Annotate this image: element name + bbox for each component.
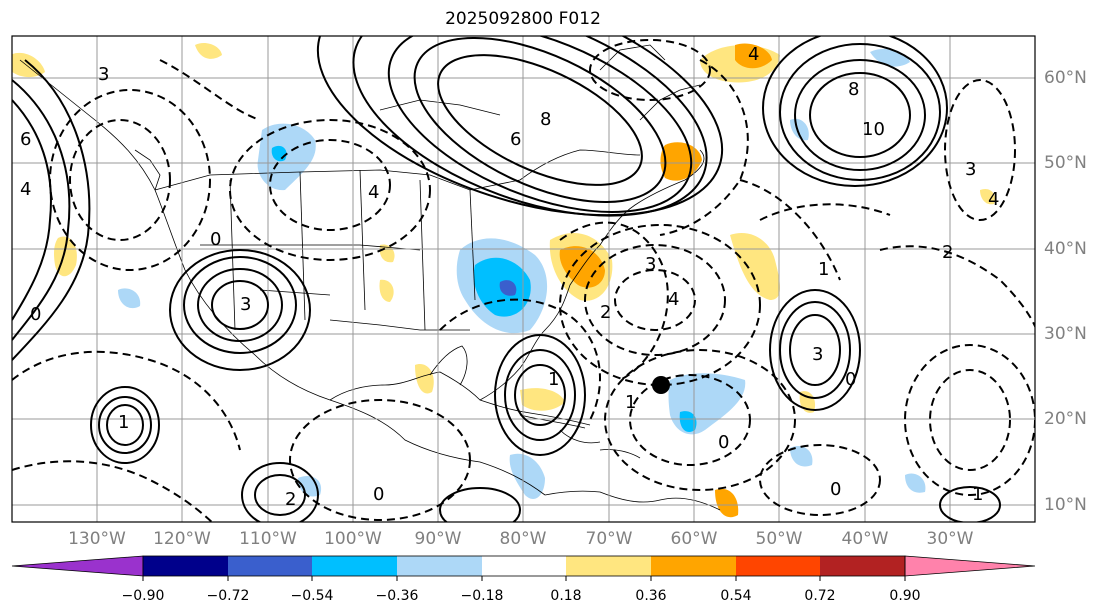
pos-anomaly-patch [520,388,565,411]
contour-label: 1 [548,369,559,390]
contour-label: 0 [845,369,856,390]
colorbar-tick-label: −0.54 [290,588,334,604]
lon-label-30w: 30°W [926,529,974,549]
colorbar-tick-label: −0.18 [460,588,504,604]
contour-labels: 8 6 8 10 3 3 3 4 2 1 0 4 0 4 3 6 2 1 0 0… [20,44,999,510]
colorbar [11,555,1036,581]
neg-anomaly-patch [790,118,809,141]
colorbar-segment [143,556,228,576]
contour-label: 1 [818,259,829,280]
lon-label-110w: 110°W [239,529,297,549]
contour-label: 0 [210,229,221,250]
contour-label: 4 [748,44,759,65]
contour-label: 2 [285,489,296,510]
negative-contours [12,39,1035,522]
pos-anomaly-mid [660,142,702,181]
contour-label: 0 [373,484,384,505]
lon-label-100w: 100°W [324,529,382,549]
contour-label: 3 [240,294,251,315]
lon-label-130w: 130°W [68,529,126,549]
contour-label: 8 [540,109,551,130]
lon-label-90w: 90°W [414,529,462,549]
storm-position-marker [652,376,670,394]
pos-anomaly-mid [735,43,772,69]
colorbar-segment [736,556,820,576]
colorbar-segment [397,556,482,576]
neg-anomaly-patch [905,473,926,493]
contour-label: 4 [20,179,31,200]
contour-label: 3 [645,254,656,275]
positive-contours [12,36,1001,522]
colorbar-extend-max [904,555,1036,577]
colorbar-extend-min [11,555,144,577]
contour-label: 4 [988,189,999,210]
lat-label-20n: 20°N [1044,409,1087,429]
colorbar-segment [651,556,736,576]
pos-anomaly-patch [730,232,780,300]
colorbar-segment [820,556,905,576]
lon-label-60w: 60°W [670,529,718,549]
colorbar-tick-label: 0.18 [550,588,582,604]
lat-label-40n: 40°N [1044,239,1087,259]
colorbar-tick-label: 0.54 [720,588,752,604]
contour-label: 10 [862,119,885,140]
contour-label: 2 [942,242,953,263]
neg-anomaly-patch [118,288,141,309]
colorbar-tick-label: −0.90 [121,588,165,604]
lon-label-50w: 50°W [755,529,803,549]
contour-label: 4 [668,289,679,310]
pos-anomaly-patch [980,188,996,205]
lon-label-40w: 40°W [841,529,889,549]
lon-label-80w: 80°W [499,529,547,549]
pos-anomaly-mid [715,488,739,518]
contour-label: 1 [625,392,636,413]
contour-label: 1 [972,484,983,505]
contour-label: 8 [848,79,859,100]
pos-anomaly-patch [195,43,222,59]
colorbar-segment [566,556,651,576]
contour-label: 3 [812,344,823,365]
colorbar-segment [228,556,312,576]
contour-label: 6 [20,129,31,150]
neg-anomaly-patch [257,123,316,191]
colorbar-outline [142,555,906,577]
pos-anomaly-patch [415,364,434,394]
colorbar-segment [482,556,566,576]
contour-label: 6 [510,129,521,150]
colorbar-segment [312,556,397,576]
colorbar-tick-label: 0.72 [804,588,836,604]
colorbar-tick-label: −0.36 [375,588,419,604]
colorbar-tick-label: 0.90 [889,588,921,604]
contour-label: 4 [368,182,379,203]
colorbar-tick-label: −0.72 [206,588,250,604]
contour-label: 0 [830,479,841,500]
contour-label: 2 [600,302,611,323]
lat-label-50n: 50°N [1044,153,1087,173]
anomaly-shading [12,43,996,518]
neg-anomaly-patch [509,453,545,499]
pos-anomaly-patch [379,279,394,302]
lat-label-60n: 60°N [1044,68,1087,88]
lat-label-10n: 10°N [1044,495,1087,515]
contour-label: 3 [98,64,109,85]
neg-anomaly-core [679,411,697,432]
lon-label-120w: 120°W [153,529,211,549]
contour-label: 0 [30,304,41,325]
contour-label: 1 [118,412,129,433]
neg-anomaly-core [499,280,517,296]
map-frame [11,35,1036,523]
lat-label-30n: 30°N [1044,324,1087,344]
colorbar-tick-label: 0.36 [635,588,667,604]
neg-anomaly-patch [790,445,813,467]
contour-label: 0 [718,432,729,453]
lon-label-70w: 70°W [585,529,633,549]
map-title: 2025092800 F012 [445,9,601,29]
contour-label: 3 [965,159,976,180]
